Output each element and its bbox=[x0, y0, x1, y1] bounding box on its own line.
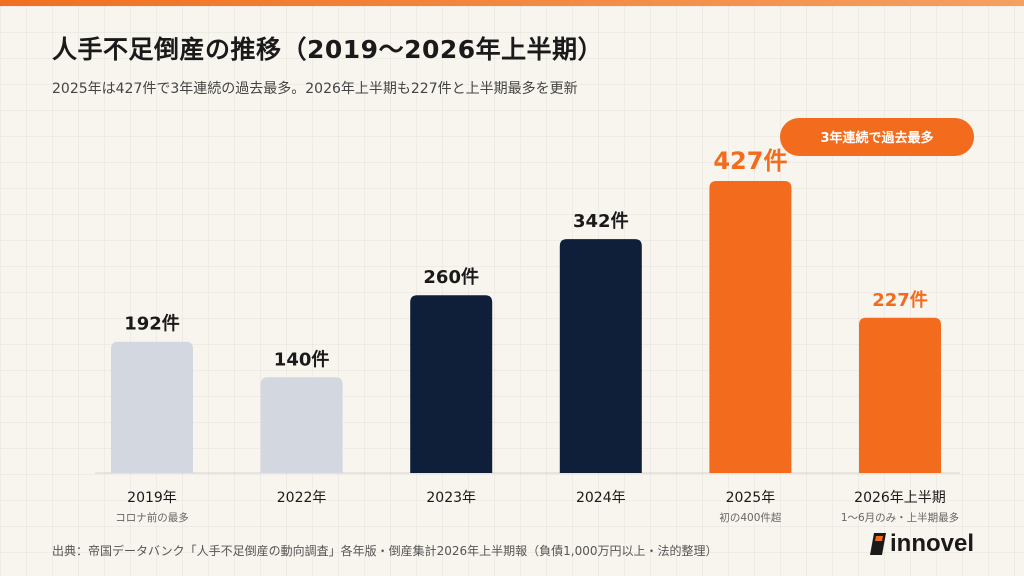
category-label-1: 2022年 bbox=[277, 490, 327, 506]
category-label-4: 2025年 bbox=[726, 490, 776, 506]
logo-text: innovel bbox=[890, 530, 975, 557]
category-note-5: 1〜6月のみ・上半期最多 bbox=[841, 511, 959, 524]
bar-4 bbox=[709, 181, 792, 473]
category-note-0: コロナ前の最多 bbox=[115, 511, 189, 524]
value-label-1: 140件 bbox=[274, 348, 330, 370]
bar-1 bbox=[260, 377, 343, 473]
page-subtitle: 2025年は427件で3年連続の過去最多。2026年上半期も227件と上半期最多… bbox=[52, 81, 578, 97]
accent-top-bar bbox=[0, 0, 1024, 6]
value-label-3: 342件 bbox=[573, 210, 629, 232]
value-label-0: 192件 bbox=[124, 313, 180, 335]
category-note-4: 初の400件超 bbox=[719, 511, 782, 524]
annotation-pill bbox=[780, 118, 974, 156]
bar-3 bbox=[559, 239, 642, 473]
bar-5 bbox=[859, 317, 941, 473]
value-label-4: 427件 bbox=[713, 147, 787, 175]
page-title: 人手不足倒産の推移（2019〜2026年上半期） bbox=[52, 35, 604, 64]
source-note: 出典：帝国データバンク「人手不足倒産の動向調査」各年版・倒産集計2026年上半期… bbox=[52, 544, 718, 558]
brand-logo: innovel bbox=[870, 530, 974, 558]
annotation-text: 3年連続で過去最多 bbox=[820, 130, 933, 146]
category-label-3: 2024年 bbox=[576, 490, 626, 506]
innovel-logo-icon bbox=[870, 533, 886, 555]
value-label-2: 260件 bbox=[423, 266, 479, 288]
bar-2 bbox=[410, 295, 493, 473]
category-label-0: 2019年 bbox=[127, 490, 177, 506]
bar-0 bbox=[111, 341, 193, 473]
category-label-2: 2023年 bbox=[426, 490, 476, 506]
value-label-5: 227件 bbox=[872, 289, 928, 311]
category-label-5: 2026年上半期 bbox=[854, 490, 946, 506]
background-grid bbox=[0, 6, 1024, 576]
